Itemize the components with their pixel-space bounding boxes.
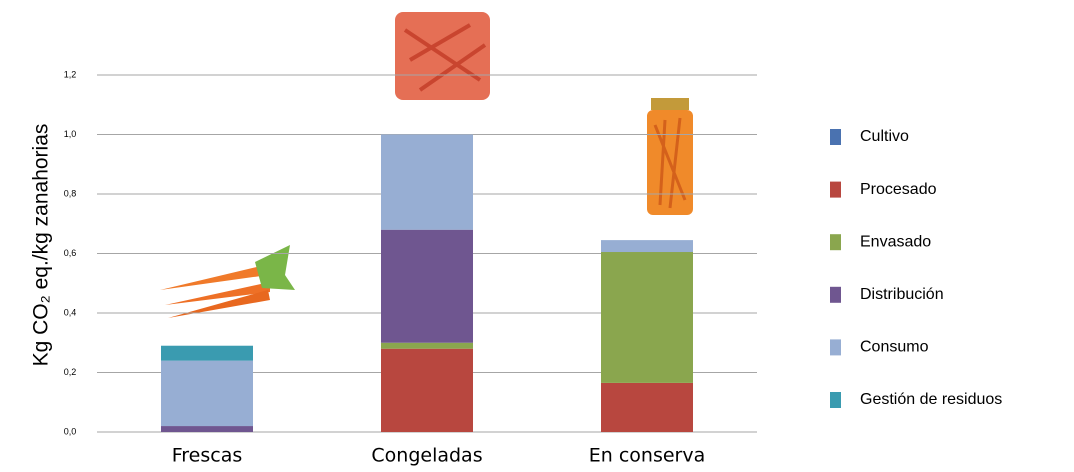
legend-swatch xyxy=(830,181,841,198)
bar-segment xyxy=(381,342,473,349)
y-tick-label: 0,6 xyxy=(64,248,77,258)
y-tick-label: 1,2 xyxy=(64,69,77,79)
legend-swatch xyxy=(830,234,841,251)
y-tick-label: 0,0 xyxy=(64,426,77,436)
legend-swatch xyxy=(830,129,841,145)
x-tick-label: Frescas xyxy=(172,445,243,467)
legend-label: Consumo xyxy=(860,339,929,356)
legend-swatch xyxy=(830,286,841,303)
bar-segment xyxy=(601,240,693,253)
bar-segment xyxy=(381,134,473,230)
jar-illustration xyxy=(647,98,693,215)
bar-segment xyxy=(601,252,693,383)
legend-swatch xyxy=(830,392,841,408)
frozen-bag-illustration xyxy=(395,12,490,100)
y-tick-label: 1,0 xyxy=(64,129,77,139)
x-tick-label: En conserva xyxy=(589,445,706,467)
y-tick-label: 0,4 xyxy=(64,307,77,317)
bar-segment xyxy=(161,426,253,432)
bar-segment xyxy=(601,382,693,432)
bar-segment xyxy=(161,345,253,361)
legend-label: Cultivo xyxy=(860,128,909,145)
x-tick-label: Congeladas xyxy=(371,445,482,467)
legend-label: Gestión de residuos xyxy=(860,391,1002,408)
bar-segment xyxy=(161,360,253,427)
bar-segment xyxy=(381,229,473,343)
legend-label: Distribución xyxy=(860,286,944,303)
y-axis-label: Kg CO₂ eq./kg zanahorias xyxy=(30,124,53,367)
carrot-illustration xyxy=(160,245,295,318)
legend-label: Envasado xyxy=(860,233,931,250)
legend-label: Procesado xyxy=(860,181,937,198)
legend-swatch xyxy=(830,339,841,356)
y-tick-label: 0,2 xyxy=(64,367,77,377)
y-tick-label: 0,8 xyxy=(64,188,77,198)
bar-segment xyxy=(381,348,473,432)
